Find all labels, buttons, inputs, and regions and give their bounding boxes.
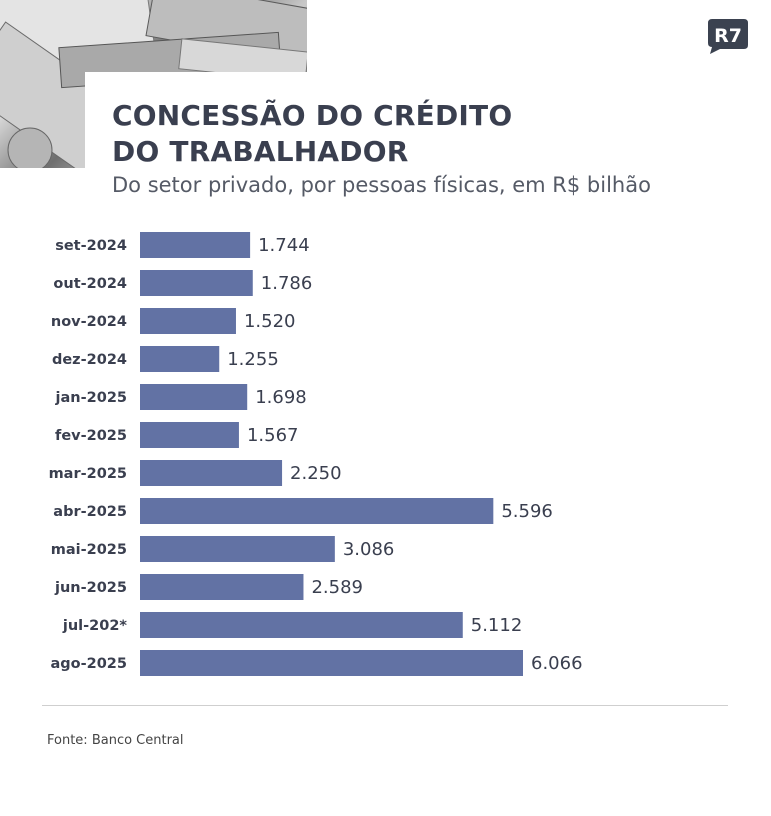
- source-note: Fonte: Banco Central: [47, 733, 184, 748]
- bar: [140, 498, 494, 524]
- value-label: 1.698: [255, 387, 307, 408]
- bar: [140, 650, 523, 676]
- bar: [140, 270, 253, 296]
- title-panel: [85, 72, 771, 212]
- bar: [140, 460, 283, 486]
- value-label: 1.567: [247, 425, 299, 446]
- value-label: 1.786: [261, 273, 313, 294]
- category-label: jan-2025: [55, 390, 127, 406]
- bar: [140, 612, 463, 638]
- divider: [42, 705, 728, 706]
- chart-title: CONCESSÃO DO CRÉDITO DO TRABALHADOR: [112, 99, 513, 168]
- bar: [140, 232, 251, 258]
- value-label: 6.066: [531, 653, 583, 674]
- bar: [140, 384, 248, 410]
- bar: [140, 574, 304, 600]
- bar: [140, 422, 239, 448]
- value-label: 5.112: [471, 615, 523, 636]
- category-label: abr-2025: [53, 504, 127, 520]
- bar: [140, 536, 335, 562]
- category-label: ago-2025: [50, 656, 127, 672]
- value-label: 1.255: [227, 349, 279, 370]
- bar-chart: set-2024 1.744 out-2024 1.786 nov-2024 1.520 d…: [49, 232, 583, 676]
- value-label: 2.250: [290, 463, 342, 484]
- category-label: fev-2025: [55, 428, 127, 444]
- r7-logo-icon: R7: [708, 19, 748, 54]
- bar: [140, 308, 236, 334]
- value-label: 3.086: [343, 539, 395, 560]
- category-label: nov-2024: [51, 314, 127, 330]
- value-label: 1.520: [244, 311, 296, 332]
- value-label: 2.589: [311, 577, 363, 598]
- value-label: 1.744: [258, 235, 310, 256]
- category-label: mai-2025: [51, 542, 127, 558]
- chart-subtitle: Do setor privado, por pessoas físicas, e…: [112, 173, 651, 197]
- category-label: out-2024: [53, 276, 127, 292]
- bar: [140, 346, 220, 372]
- value-label: 5.596: [501, 501, 553, 522]
- category-label: jun-2025: [54, 580, 127, 596]
- logo-text: R7: [714, 25, 742, 47]
- category-label: dez-2024: [52, 352, 127, 368]
- category-label: mar-2025: [49, 466, 127, 482]
- category-label: set-2024: [55, 238, 127, 254]
- category-label: jul-202*: [62, 618, 128, 634]
